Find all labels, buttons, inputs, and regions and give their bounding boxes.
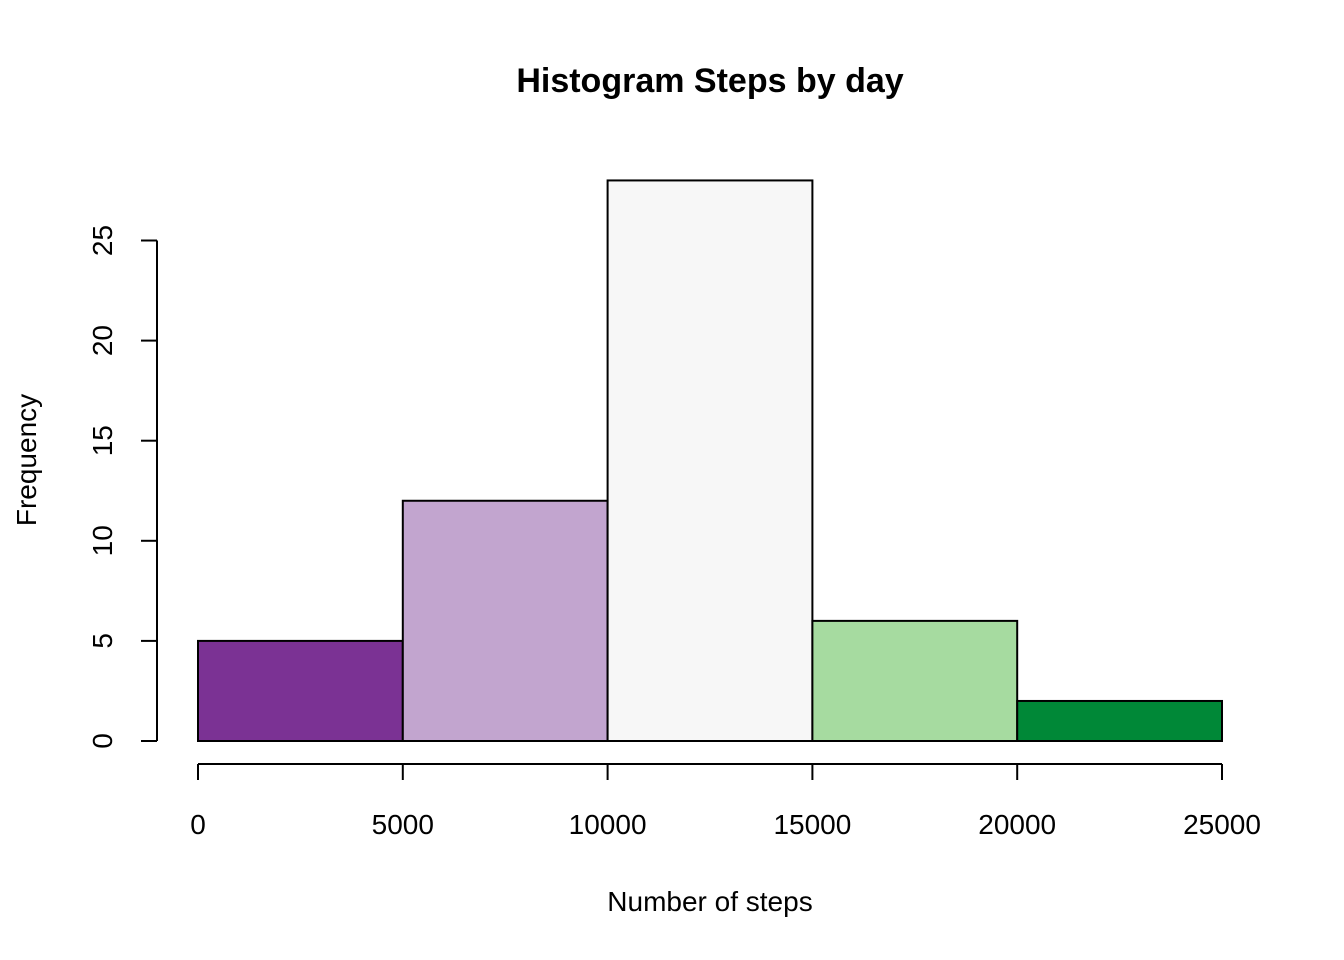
histogram-bar [811,619,1019,743]
x-tick-label: 20000 [978,809,1056,840]
y-axis: 0 5 10 15 20 25 [87,225,158,749]
y-tick-label: 10 [87,525,118,556]
x-tick-label: 0 [190,809,206,840]
x-tick-label: 10000 [569,809,647,840]
x-tick-label: 5000 [372,809,434,840]
histogram-bar [401,499,609,743]
x-axis-title: Number of steps [607,886,812,917]
y-tick-label: 25 [87,225,118,256]
histogram-bar [197,639,404,743]
x-axis: 0 5000 10000 15000 20000 25000 [190,763,1261,840]
histogram-bar [1016,699,1224,743]
y-tick-label: 5 [87,633,118,649]
x-tick-label: 25000 [1183,809,1261,840]
bars-group [197,179,1224,743]
histogram-bar [606,179,814,742]
y-tick-label: 0 [87,733,118,749]
y-tick-label: 20 [87,325,118,356]
y-tick-label: 15 [87,425,118,456]
y-axis-title: Frequency [11,394,42,526]
x-tick-label: 15000 [773,809,851,840]
chart-title: Histogram Steps by day [516,62,903,100]
